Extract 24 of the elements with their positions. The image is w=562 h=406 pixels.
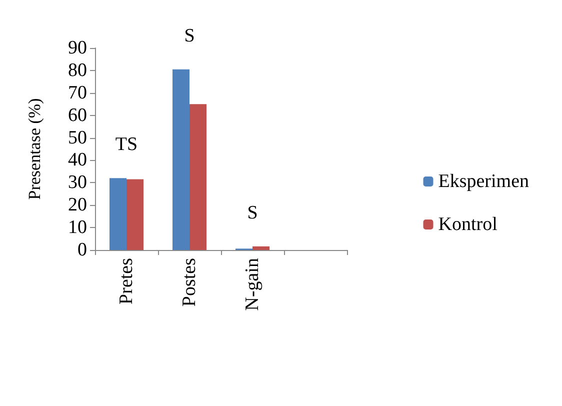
y-tick-label: 70 bbox=[68, 82, 87, 104]
annotation: TS bbox=[115, 134, 138, 156]
y-axis-title: Presentase (%) bbox=[25, 98, 44, 200]
bar bbox=[172, 69, 190, 250]
y-tick-label: 80 bbox=[68, 60, 87, 81]
x-tick-label: Postes bbox=[179, 258, 200, 307]
annotation: S bbox=[247, 202, 258, 224]
y-tick-label: 20 bbox=[68, 194, 87, 216]
y-tick-label: 90 bbox=[68, 38, 87, 58]
bar bbox=[190, 104, 206, 250]
y-tick-label: 10 bbox=[68, 217, 87, 238]
y-tick-label: 50 bbox=[68, 127, 87, 148]
y-tick-label: 0 bbox=[78, 240, 87, 260]
bar bbox=[126, 179, 144, 250]
x-tick-label: N-gain bbox=[242, 258, 263, 311]
bar bbox=[110, 178, 126, 250]
y-tick-label: 60 bbox=[68, 104, 87, 126]
y-tick-label: 30 bbox=[68, 172, 87, 194]
x-tick-label: Pretes bbox=[116, 258, 137, 304]
annotation: S bbox=[184, 25, 195, 46]
legend-label: Kontrol bbox=[438, 214, 498, 235]
legend-label: Eksperimen bbox=[438, 171, 530, 192]
y-tick-label: 40 bbox=[68, 150, 87, 171]
bar bbox=[252, 246, 270, 250]
